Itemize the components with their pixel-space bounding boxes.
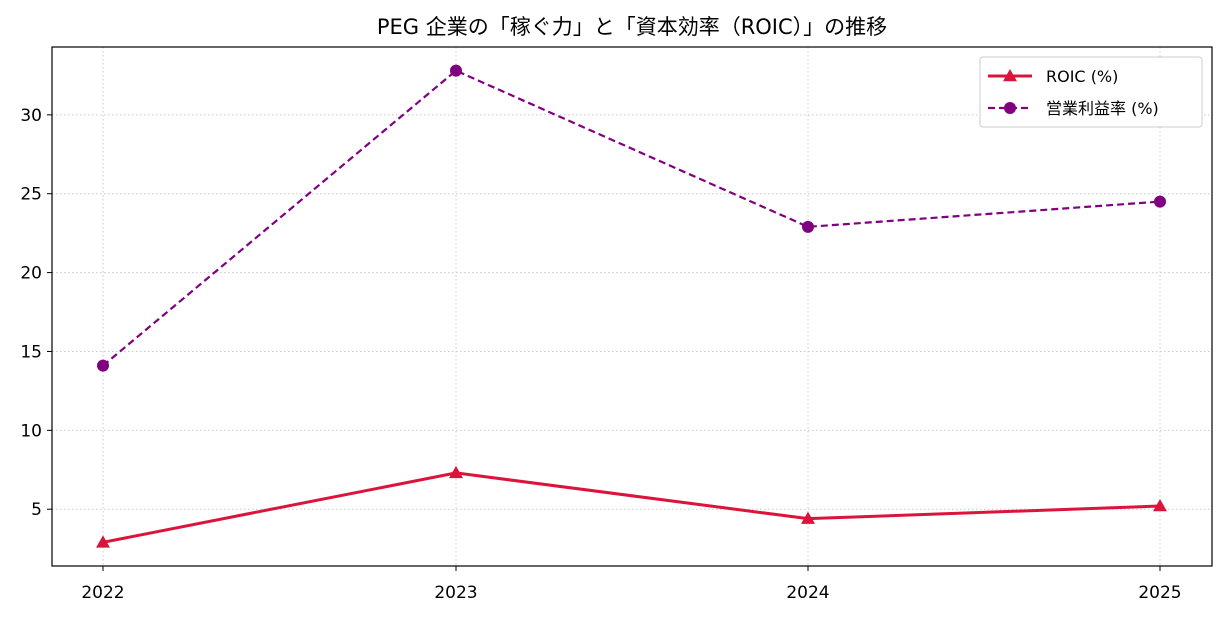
legend-box xyxy=(979,56,1203,128)
y-tick-label: 15 xyxy=(20,342,42,362)
x-tick-label: 2022 xyxy=(81,583,124,603)
data-point-roic xyxy=(1153,499,1167,512)
x-tick-label: 2023 xyxy=(434,583,477,603)
data-point-roic xyxy=(801,511,815,524)
legend: ROIC (%) 営業利益率 (%) xyxy=(979,56,1203,128)
data-point-roic xyxy=(449,465,463,479)
y-tick-label: 5 xyxy=(31,500,42,520)
y-tick-label: 20 xyxy=(20,264,42,284)
grid-lines xyxy=(52,47,1212,566)
data-point-operating-margin xyxy=(97,359,109,372)
y-tick-label: 25 xyxy=(20,185,42,205)
x-tick-label: 2025 xyxy=(1138,583,1181,603)
series-group xyxy=(96,64,1167,548)
legend-marker-roic xyxy=(1003,69,1017,82)
series-line-roic xyxy=(102,471,1161,544)
series-line-operating-margin xyxy=(102,69,1161,367)
data-point-operating-margin xyxy=(450,64,462,77)
plot-frame xyxy=(51,46,1213,567)
legend-label-roic: ROIC (%) xyxy=(1046,67,1118,86)
y-tick-label: 30 xyxy=(20,106,42,126)
legend-marker-operating-margin xyxy=(1004,102,1016,114)
y-tick-label: 10 xyxy=(20,421,42,441)
data-point-operating-margin xyxy=(1154,195,1166,208)
data-point-operating-margin xyxy=(802,220,814,233)
legend-label-operating-margin: 営業利益率 (%) xyxy=(1046,99,1159,118)
x-tick-label: 2024 xyxy=(786,583,829,603)
chart-title: PEG 企業の「稼ぐ力」と「資本効率（ROIC）」の推移 xyxy=(377,15,887,39)
data-point-roic xyxy=(96,535,110,548)
